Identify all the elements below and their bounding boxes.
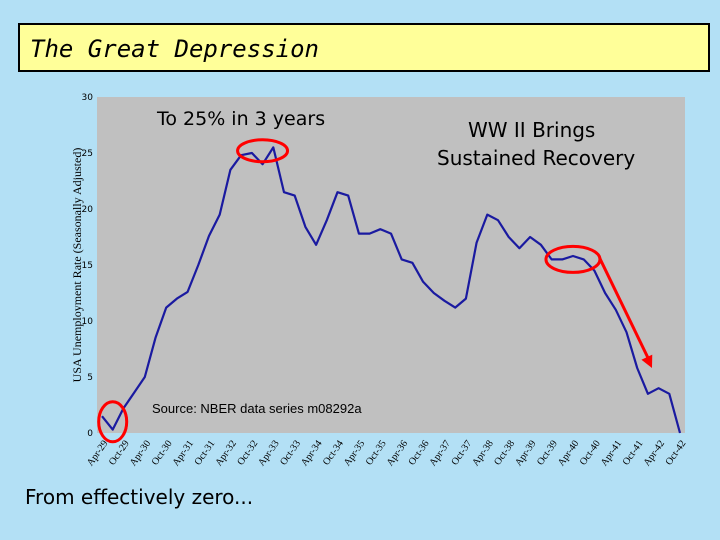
- arrow-head: [641, 354, 653, 368]
- slide-title: The Great Depression: [30, 35, 319, 63]
- y-tick-label: 15: [82, 261, 93, 271]
- arrow-line: [598, 257, 652, 363]
- x-tick-label: Apr-37: [428, 438, 453, 468]
- x-tick-label: Apr-34: [299, 438, 324, 468]
- note-zero: From effectively zero...: [25, 485, 254, 509]
- x-tick-label: Apr-32: [213, 438, 238, 468]
- x-tick-label: Oct-42: [664, 438, 689, 467]
- note-ww2-line1: WW II Brings: [468, 118, 596, 142]
- x-axis-ticks: Apr-29Oct-29Apr-30Oct-30Apr-31Oct-31Apr-…: [85, 438, 688, 468]
- x-tick-label: Apr-29: [85, 438, 110, 468]
- note-peak: To 25% in 3 years: [157, 108, 326, 130]
- y-tick-label: 25: [82, 149, 93, 159]
- y-tick-label: 10: [82, 317, 94, 327]
- y-tick-label: 30: [82, 93, 94, 103]
- x-tick-label: Apr-33: [256, 438, 281, 468]
- y-axis-ticks: 0 5 10 15 20 25 30: [82, 93, 94, 439]
- note-ww2-line2: Sustained Recovery: [437, 146, 636, 170]
- x-tick-label: Apr-39: [513, 438, 538, 468]
- x-tick-label: Apr-30: [128, 438, 153, 468]
- x-tick-label: Apr-42: [642, 438, 667, 468]
- plot-area: [97, 97, 685, 433]
- highlight-circle-peak: [236, 138, 290, 164]
- x-tick-label: Apr-31: [171, 438, 196, 468]
- title-box: The Great Depression: [18, 23, 710, 72]
- source-label: Source: NBER data series m08292a: [152, 401, 362, 416]
- x-tick-label: Apr-38: [470, 438, 495, 468]
- unemployment-series-line: [101, 146, 682, 434]
- x-tick-label: Apr-35: [342, 438, 367, 468]
- y-tick-label: 20: [82, 205, 94, 215]
- x-tick-label: Apr-40: [556, 438, 581, 468]
- x-tick-label: Apr-36: [385, 438, 410, 468]
- y-tick-label: 5: [87, 373, 93, 383]
- highlight-circle-zero: [97, 400, 129, 444]
- y-tick-label: 0: [87, 429, 93, 439]
- x-tick-label: Apr-41: [599, 438, 624, 468]
- y-axis-label: USA Unemployment Rate (Seasonally Adjust…: [70, 148, 84, 383]
